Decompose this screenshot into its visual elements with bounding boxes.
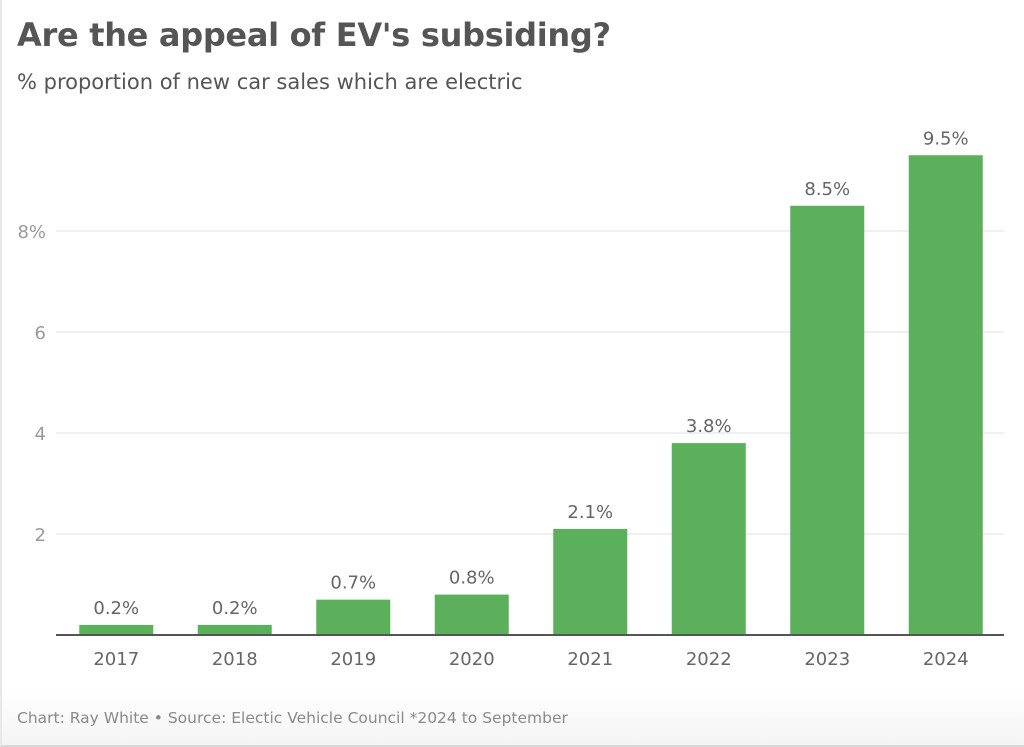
bar-2021 [553,528,628,635]
bars [79,155,983,635]
bar-2024 [908,155,983,635]
data-label: 2.1% [567,502,613,523]
y-axis-ticks: 2 4 6 8% [17,222,46,546]
y-tick-label: 8% [17,222,46,243]
bar-2018 [197,624,272,635]
data-label: 0.7% [330,573,376,594]
y-tick-label: 6 [35,323,46,344]
x-tick-label: 2024 [923,649,969,670]
bar-2023 [790,205,865,635]
x-axis-labels: 2017 2018 2019 2020 2021 2022 2023 2024 [93,649,968,670]
data-label: 0.2% [93,598,139,619]
data-label: 0.2% [212,598,258,619]
data-label: 9.5% [923,128,969,149]
x-tick-label: 2020 [449,649,495,670]
bar-2017 [79,624,154,635]
data-label: 0.8% [449,568,495,589]
chart-title: Are the appeal of EV's subsiding? [17,16,611,54]
data-labels: 0.2% 0.2% 0.7% 0.8% 2.1% 3.8% 8.5% 9.5% [93,128,968,619]
chart-subtitle: % proportion of new car sales which are … [17,70,523,94]
bar-2019 [316,599,391,635]
y-tick-label: 2 [35,525,46,546]
chart-footer: Chart: Ray White • Source: Electic Vehic… [17,709,568,727]
x-tick-label: 2017 [93,649,139,670]
x-tick-label: 2022 [686,649,732,670]
y-tick-label: 4 [35,424,46,445]
data-label: 3.8% [686,416,732,437]
data-label: 8.5% [804,179,850,200]
x-tick-label: 2018 [212,649,258,670]
x-tick-label: 2021 [567,649,613,670]
x-tick-label: 2019 [330,649,376,670]
x-tick-label: 2023 [804,649,850,670]
bar-2020 [434,594,509,635]
bar-2022 [671,443,746,635]
